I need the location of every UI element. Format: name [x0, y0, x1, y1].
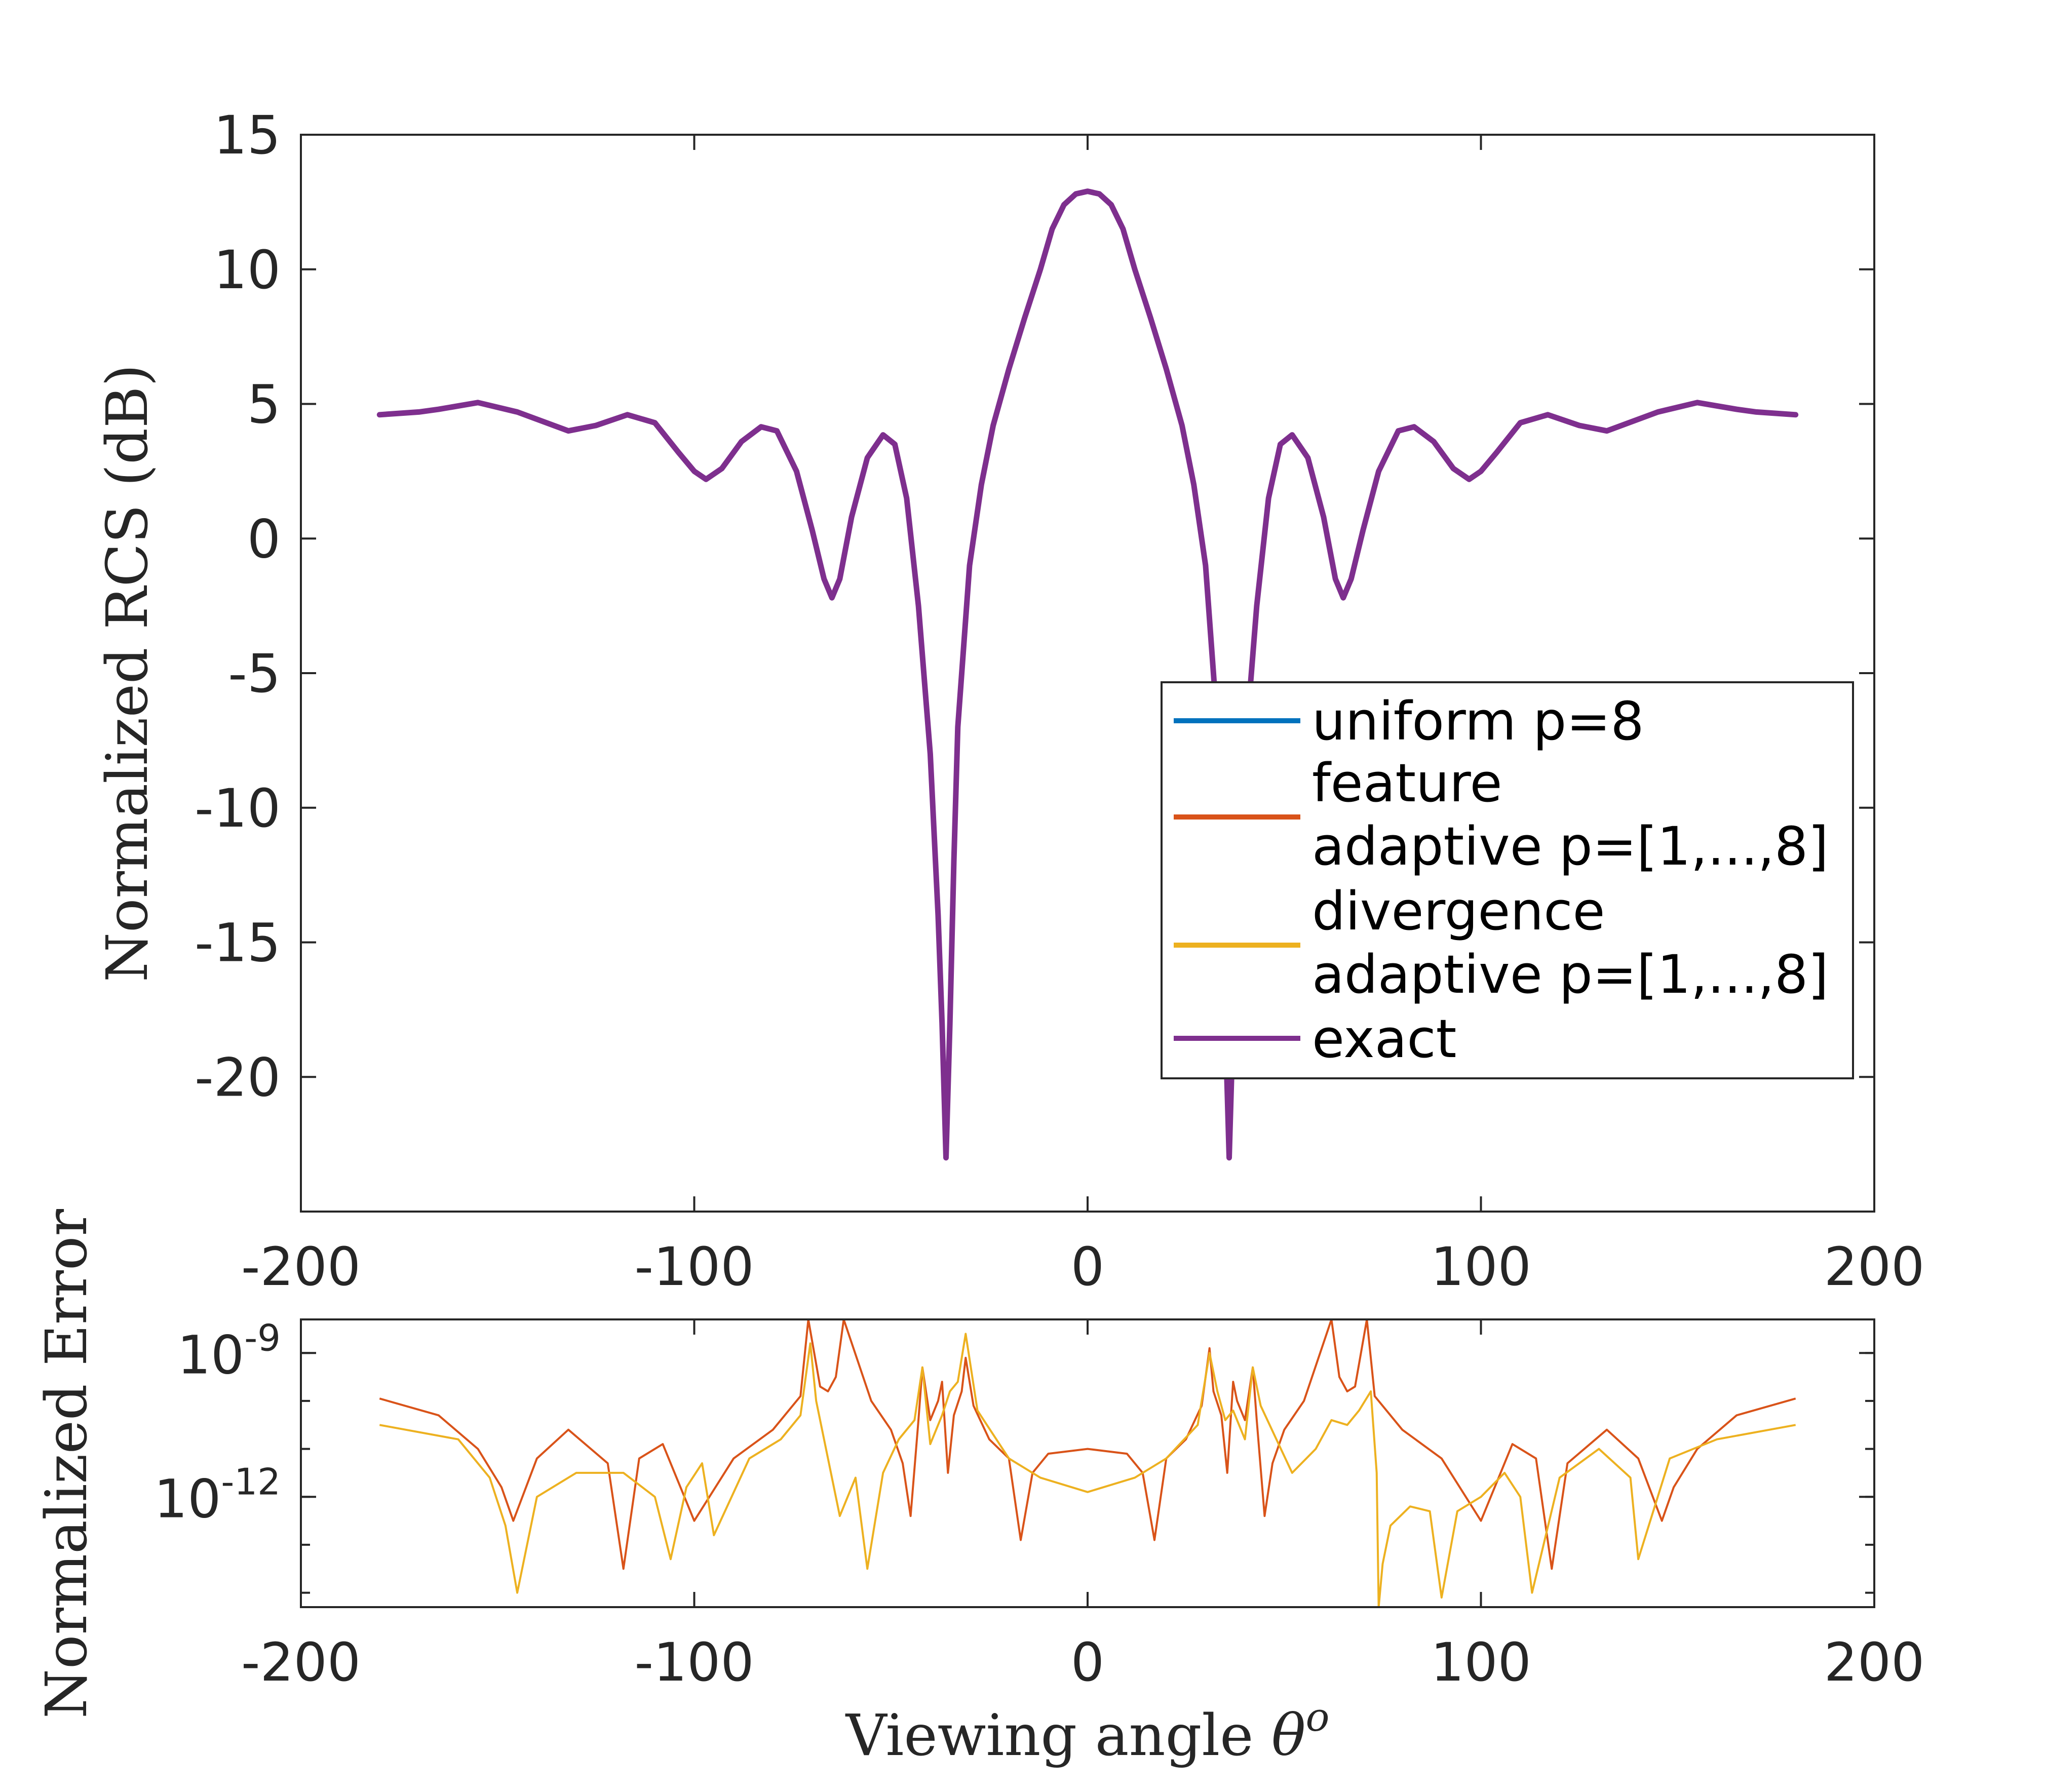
top-series-line-3 [376, 188, 1799, 1161]
legend-label-divergence-line2: adaptive p=[1,...,8] [1312, 944, 1829, 1005]
bottom-y-tick-exponent: -9 [244, 1316, 281, 1359]
bottom-x-tick-label: 0 [1071, 1631, 1104, 1693]
top-y-tick-label: -20 [195, 1046, 281, 1108]
bottom-y-tick-exponent: -12 [221, 1460, 281, 1503]
legend-label-divergence-line1: divergence [1312, 880, 1605, 942]
bottom-axes-box [300, 1318, 1875, 1608]
top-axes-box [300, 134, 1875, 1213]
top-y-tick-label: -10 [195, 777, 281, 839]
legend-label-feature-line1: feature [1312, 752, 1502, 814]
top-x-tick-label: 0 [1071, 1236, 1104, 1298]
legend-box [1161, 681, 1854, 1079]
top-y-tick-label: -5 [228, 643, 281, 705]
bottom-y-tick-label: 10-9 [177, 1316, 281, 1386]
bottom-x-tick-label: 200 [1824, 1631, 1925, 1693]
bottom-series [379, 1318, 1796, 1608]
top-y-tick-label: 5 [247, 374, 281, 436]
bottom-plot-area [301, 1319, 1874, 1607]
legend: uniform p=8 feature adaptive p=[1,...,8]… [1161, 681, 1854, 1079]
top-y-axis-label: Normalized RCS (dB) [95, 364, 161, 982]
top-x-tick-label: -100 [634, 1236, 754, 1298]
bottom-y-tick-base: 10 [177, 1324, 244, 1386]
bottom-y-axis-label: Normalized Error [34, 1209, 100, 1719]
x-axis-label-theta: θ [1271, 1703, 1305, 1769]
bottom-x-tick-label: -100 [634, 1631, 754, 1693]
top-chart: -200 -100 0 100 200 15 10 5 0 -5 -10 -15 -20 Normali… [95, 104, 1924, 1298]
top-x-tick-label: 200 [1824, 1236, 1925, 1298]
top-y-tick-label: 15 [214, 104, 281, 166]
top-y-tick-label: 10 [214, 239, 281, 301]
bottom-x-tick-label: 100 [1431, 1631, 1531, 1693]
bottom-y-tick-label: 10-12 [154, 1460, 281, 1530]
bottom-x-tick-label: -200 [241, 1631, 361, 1693]
legend-label-feature-line2: adaptive p=[1,...,8] [1312, 815, 1829, 877]
bottom-series-line-1 [379, 1333, 1796, 1608]
bottom-x-axis-label: Viewing angle θo [845, 1695, 1330, 1769]
bottom-series-line-0 [379, 1318, 1796, 1570]
bottom-y-tick-base: 10 [154, 1468, 221, 1530]
x-axis-label-superscript: o [1305, 1695, 1329, 1740]
top-x-tick-label: -200 [241, 1236, 361, 1298]
top-series [376, 188, 1799, 1161]
legend-label-uniform: uniform p=8 [1312, 690, 1644, 752]
top-y-tick-label: 0 [247, 508, 281, 570]
top-y-tick-label: -15 [195, 912, 281, 974]
top-x-tick-label: 100 [1431, 1236, 1531, 1298]
top-tick-labels: -200 -100 0 100 200 15 10 5 0 -5 -10 -15 -20 [195, 104, 1924, 1298]
x-axis-label-text: Viewing angle [845, 1703, 1271, 1769]
legend-label-exact: exact [1312, 1008, 1456, 1070]
